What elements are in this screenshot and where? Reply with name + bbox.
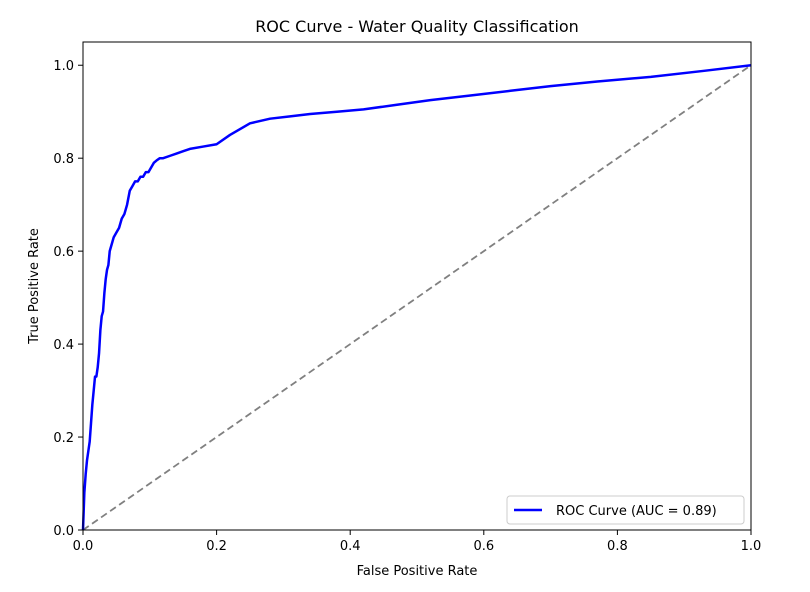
x-tick-label: 0.8 [607,539,628,554]
y-axis-label: True Positive Rate [27,228,42,345]
x-tick-label: 0.4 [340,539,361,554]
x-tick-label: 0.0 [73,539,94,554]
plot-area [83,42,751,530]
legend-entry-roc: ROC Curve (AUC = 0.89) [556,504,717,519]
y-tick-label: 0.4 [53,338,74,353]
x-tick-label: 0.2 [206,539,227,554]
y-tick-label: 1.0 [53,59,74,74]
chance-diagonal-line [82,64,752,531]
y-tick-label: 0.2 [53,431,74,446]
y-tick-label: 0.8 [53,152,74,167]
legend-box [506,495,745,525]
series-layer [81,63,752,531]
x-axis-label: False Positive Rate [357,564,478,579]
chart-title: ROC Curve - Water Quality Classification [255,17,579,36]
legend: ROC Curve (AUC = 0.89) [506,495,745,525]
plot-frame [82,41,752,531]
y-axis-ticks: 0.0 0.2 0.4 0.6 0.8 1.0 [53,59,83,539]
y-tick-label: 0.0 [53,524,74,539]
x-axis-ticks: 0.0 0.2 0.4 0.6 0.8 1.0 [73,530,762,554]
x-tick-label: 1.0 [741,539,762,554]
y-tick-label: 0.6 [53,245,74,260]
roc-curve-line [81,63,752,531]
x-tick-label: 0.6 [473,539,494,554]
